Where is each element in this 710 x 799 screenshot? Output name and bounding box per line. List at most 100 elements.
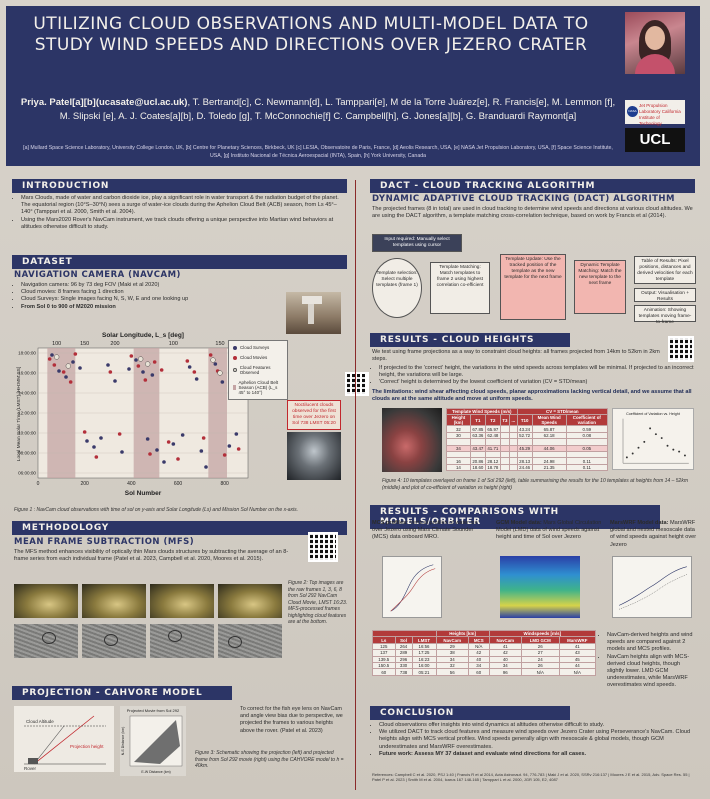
table-cell: 14 [446,463,471,472]
top-tick-label: 100 [52,341,61,347]
data-point-cloud-surveys [78,366,82,370]
flow-table-results: Table of Results: Pixel positions, dista… [634,256,696,284]
column-divider [355,180,356,790]
cv-point [678,450,681,453]
data-point-cloud-surveys [141,370,145,374]
mcs-profile-line [390,568,436,612]
view-ray [33,715,95,765]
top-tick-label: 150 [215,341,224,347]
cv-point [683,454,686,457]
legend-item-surveys: Cloud Surveys [233,345,283,350]
dataset-qr-code[interactable] [345,372,369,396]
table-cell: 28.12 [484,457,501,465]
lead-author: Priya. Patel[a][b](ucasate@ucl.ac.uk) [20,97,188,108]
wrf-title: MarsWRF Model data: [610,520,669,526]
mcs-profile-line [390,564,434,612]
table-cell [565,438,609,446]
table-row: 30 63.36 62.48 52.72 62.18 0.08 [446,431,609,440]
cloud-altitude-label: Cloud Altitude [26,719,54,724]
data-point-cloud-movies [236,447,241,451]
mcs-title: MCS profiles: [372,520,409,526]
mfs-frame-1 [14,624,78,658]
cloud-heights-heading: RESULTS - CLOUD HEIGHTS [370,333,570,347]
data-point-cloud-surveys [50,353,54,357]
conclusion-heading: CONCLUSION [370,706,570,720]
table-cell: 63.36 [469,431,486,440]
cv-point [649,427,652,430]
finding-bullet: NavCam heights align with MCS-derived cl… [607,654,696,690]
data-point-cloud-surveys [113,379,117,383]
data-point-cloud-surveys [194,377,199,381]
table-cell: 05:21 [411,668,437,676]
flow-template-update: Template Update: Use the tracked positio… [500,254,566,320]
flow-template-selection: Template selection: Select multiple temp… [372,258,422,318]
data-point-cloud-surveys [134,358,138,362]
data-point-cloud-surveys [85,439,89,443]
table-cell [508,463,518,472]
x-tick-label: 200 [80,481,89,487]
x-tick-label: 400 [127,481,136,487]
data-point-cloud-surveys [99,436,103,440]
data-point-cloud-surveys [171,442,176,446]
cv-point [637,446,640,449]
jpl-logo: NASA Jet Propulsion Laboratory Californi… [625,100,685,126]
data-point-cloud-movies [129,354,134,358]
heights-qr-code[interactable] [668,336,694,362]
data-point-cloud-surveys [127,367,131,371]
table-cell: 20.86 [469,457,486,465]
projected-frame-xlabel: E-W Distance (km) [141,770,170,774]
data-point-cloud-movies [82,430,87,434]
table-cell: 28.13 [516,457,533,465]
data-point-cloud-movies [148,452,152,456]
dataset-heading: DATASET [12,255,347,269]
intro-bullet: Using the Mars2020 Rover's NavCam instru… [21,217,344,231]
navcam-subheading: NAVIGATION CAMERA (NAVCAM) [14,270,181,280]
y-tick-label: 18:00:00 [18,351,36,356]
conclusion-bullet: We utilized DACT to track cloud features… [379,729,698,751]
table-column-header: T3 [499,414,510,427]
data-point-cloud-movies [47,357,52,361]
table-cell [499,444,510,452]
cv-point [666,444,669,447]
data-point-cloud-movies [222,453,227,457]
data-point-cloud-surveys [180,433,185,437]
conclusion-text: Cloud observations offer insights into w… [372,722,698,770]
mfs-frame-8 [218,624,282,658]
data-point-cloud-surveys [213,362,218,366]
data-point-cloud-features-observed [217,370,223,376]
cv-point [631,452,634,455]
author-list: Priya. Patel[a][b](ucasate@ucl.ac.uk), T… [18,96,618,124]
top-tick-label: 200 [110,341,119,347]
comparison-table: Heights [km] Windspeeds [m/s] Ls Sol LMST Na… [372,629,597,676]
flow-input-step: Input required: Manually select template… [372,234,462,252]
methodology-qr-code[interactable] [308,532,338,562]
intro-bullet: Mars Clouds, made of water and carbon di… [21,195,344,217]
table-row: 14 18.60 18.78 24.46 21.35 0.11 [446,463,609,472]
top-tick-label: 150 [80,341,89,347]
data-point-cloud-movies [73,352,78,356]
templates-overlay-image [382,408,442,472]
cv-point [654,433,657,436]
projected-frame-footprint [134,720,180,764]
table-cell: 0.05 [565,444,609,452]
cv-point [660,437,663,439]
table-cell: 43.24 [516,425,533,433]
conclusion-bullet: Future work: Assess MY 37 dataset and ev… [379,751,698,758]
data-point-cloud-features-observed [54,354,60,360]
poster-header: UTILIZING CLOUD OBSERVATIONS AND MULTI-M… [6,6,700,166]
table-cell: 45.29 [516,444,533,452]
y-tick-label: 12:00:00 [18,411,36,416]
flow-animation: Animation: Showing templates moving fram… [634,305,696,325]
wrf-windspeed-plot [612,556,692,618]
heights-bullet: If projected to the 'correct' height, th… [379,365,694,379]
table-row [446,450,609,459]
flow-template-matching: Template Matching: Match templates to fr… [430,262,490,314]
data-point-cloud-surveys [155,448,159,452]
navcam-observations-chart: 06:00:00 08:00:00 10:00:00 12:00:00 14:00:00… [16,332,249,497]
projected-frame-title: Projected Movie from Sol 292 [127,708,180,713]
data-point-cloud-surveys [106,363,110,367]
table-cell: 60 [372,668,396,676]
conclusion-bullet: Cloud observations offer insights into w… [379,722,698,729]
table-row: 60 738 05:21 56 60 96 N/A N/A [372,668,597,676]
table-cell [499,425,510,433]
